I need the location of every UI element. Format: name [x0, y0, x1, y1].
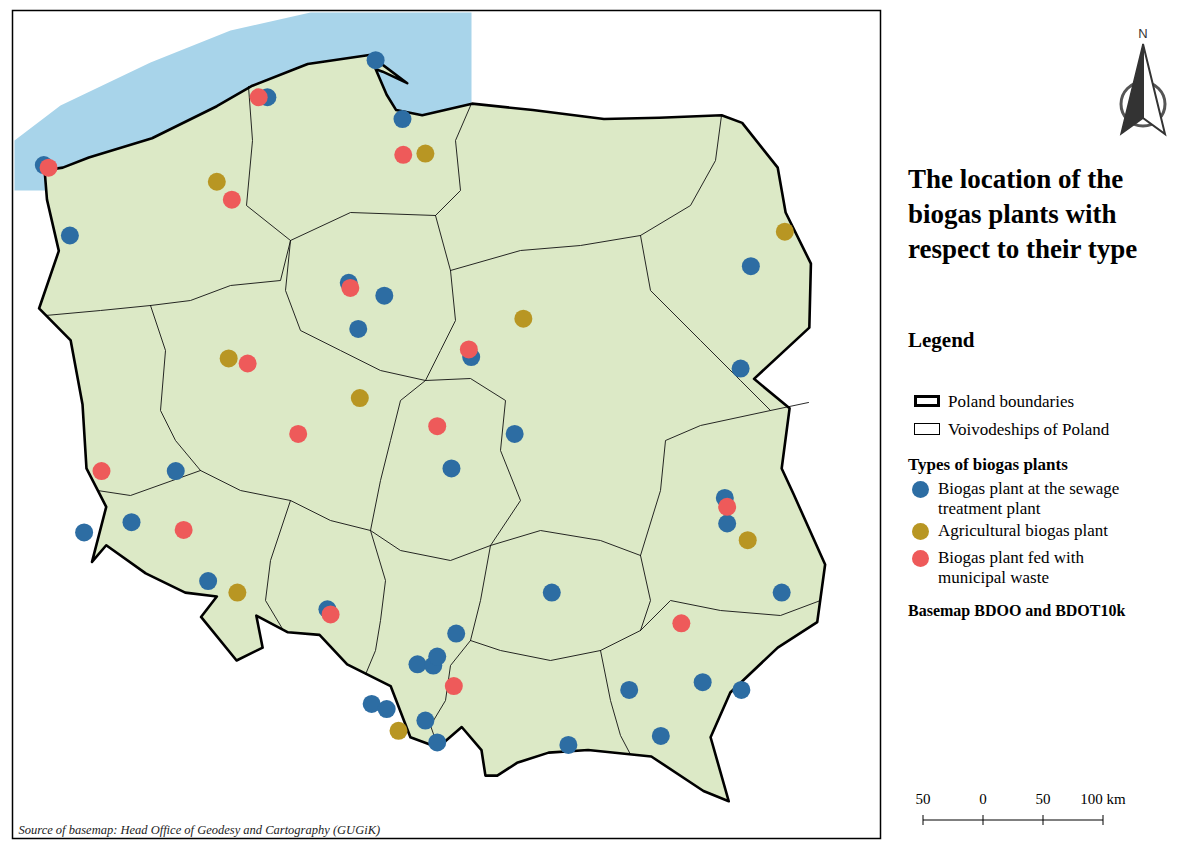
html-text:Poland boundaries: Poland boundaries [948, 392, 1075, 411]
html-text:The location of the biogas pla: The location of the biogas plants with r… [908, 164, 1138, 264]
html-text:Biogas plant at the sewage tre: Biogas plant at the sewage treatment pla… [938, 479, 1120, 518]
html-text:Types of biogas plants: Types of biogas plants [908, 455, 1068, 474]
html-text:Basemap BDOO and BDOT10k: Basemap BDOO and BDOT10k [908, 602, 1126, 619]
svg-text:N: N [1138, 26, 1147, 41]
svg-text:100 km: 100 km [1080, 791, 1126, 807]
svg-text:50: 50 [916, 791, 931, 807]
html-text:Biogas plant fed with municipa: Biogas plant fed with municipal waste [938, 548, 1084, 587]
html-text:Agricultural biogas plant: Agricultural biogas plant [938, 521, 1108, 540]
html-text:Legend: Legend [908, 328, 975, 352]
svg-text:0: 0 [979, 791, 987, 807]
svg-text:50: 50 [1036, 791, 1051, 807]
html-text:Voivodeships of Poland: Voivodeships of Poland [948, 420, 1110, 439]
svg-text:Source of basemap: Head Office: Source of basemap: Head Office of Geodes… [19, 823, 381, 837]
